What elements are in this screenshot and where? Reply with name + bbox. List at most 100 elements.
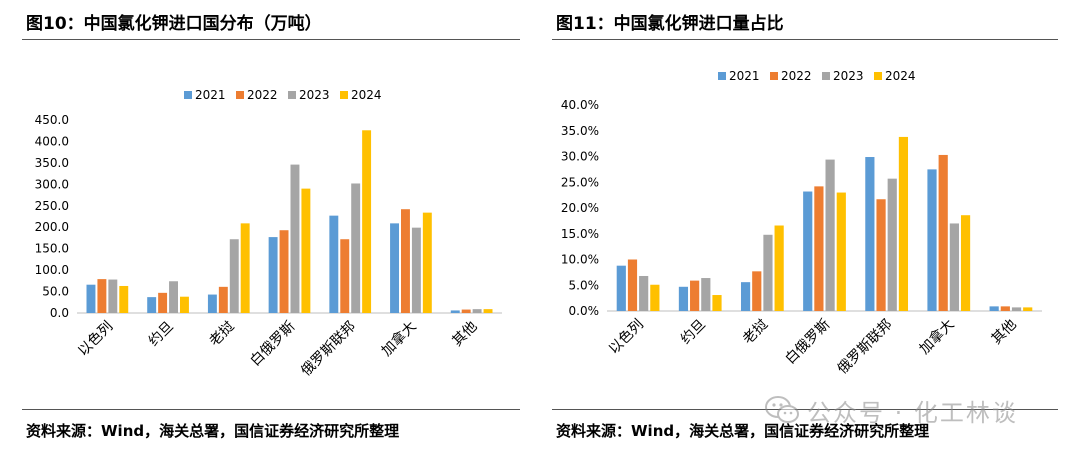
- legend-swatch: [718, 72, 726, 80]
- x-tick-label: 白俄罗斯: [247, 319, 298, 370]
- y-tick-label: 400.0: [35, 134, 69, 148]
- bar-2024: [960, 215, 971, 311]
- source-note: 资料来源：Wind，海关总署，国信证券经济研究所整理: [556, 422, 930, 440]
- title-rule: [22, 39, 520, 40]
- figure-10: 图10：中国氯化钾进口国分布（万吨） 0.0 50.0 100.0 150.0 200.…: [22, 0, 520, 453]
- legend-swatch: [340, 91, 348, 99]
- y-tick-label: 25.0%: [561, 175, 599, 189]
- bar-2024: [1023, 307, 1033, 311]
- legend-swatch: [236, 91, 244, 99]
- bar-2023: [825, 159, 835, 311]
- bar-2024: [362, 130, 372, 313]
- bar-2021: [865, 157, 875, 311]
- y-tick-label: 250.0: [35, 199, 69, 213]
- y-tick-label: 300.0: [35, 177, 69, 191]
- bar-2021: [927, 169, 937, 312]
- bar-2023: [701, 278, 711, 311]
- x-tick-label: 俄罗斯联邦: [298, 319, 359, 380]
- y-tick-label: 0.0: [50, 306, 69, 320]
- y-tick-label: 5.0%: [569, 278, 600, 292]
- bar-2023: [108, 279, 118, 313]
- source-rule: [22, 409, 520, 410]
- x-tick-label: 其他: [989, 317, 1020, 348]
- bar-2022: [158, 292, 168, 313]
- x-tick-label: 俄罗斯联邦: [835, 317, 896, 378]
- y-tick-label: 100.0: [35, 263, 69, 277]
- x-tick-label: 以色列: [605, 316, 647, 358]
- bar-2022: [690, 280, 700, 311]
- title-rule: [552, 39, 1058, 40]
- bar-2024: [119, 285, 129, 313]
- bar-2023: [472, 309, 482, 313]
- legend-label: 2022: [247, 88, 278, 102]
- bar-2024: [422, 212, 432, 313]
- bar-2022: [814, 186, 824, 311]
- bar-2024: [774, 225, 784, 311]
- y-tick-label: 50.0: [42, 285, 69, 299]
- bar-2021: [989, 306, 999, 311]
- bar-2021: [86, 284, 96, 313]
- bar-2022: [752, 271, 762, 311]
- bar-2021: [268, 237, 278, 313]
- bar-2023: [639, 275, 649, 311]
- chart-import-volume: 0.0 50.0 100.0 150.0 200.0 250.0 300.0 350.0 400…: [35, 88, 502, 380]
- bar-2023: [949, 223, 959, 311]
- legend-swatch: [184, 91, 192, 99]
- legend-label: 2023: [299, 88, 330, 102]
- bar-2021: [616, 265, 626, 311]
- chart-import-share: 0.0% 5.0% 10.0% 15.0% 20.0% 25.0% 30.0% 35.0% 40…: [561, 69, 1042, 378]
- legend-label: 2021: [729, 69, 760, 83]
- bar-2022: [218, 286, 228, 313]
- bar-2024: [898, 136, 909, 311]
- y-tick-label: 0.0%: [569, 304, 600, 318]
- legend-swatch: [770, 72, 778, 80]
- bar-2023: [411, 227, 421, 313]
- bar-2022: [340, 239, 350, 313]
- y-tick-label: 200.0: [35, 220, 69, 234]
- bar-2023: [351, 183, 361, 313]
- figure-11: 图11：中国氯化钾进口量占比 0.0% 5.0% 10.0% 15.0% 20.0% 25…: [552, 0, 1058, 453]
- figure-title: 图10：中国氯化钾进口国分布（万吨）: [26, 14, 322, 34]
- bar-2024: [301, 188, 311, 313]
- legend-swatch: [874, 72, 882, 80]
- y-tick-label: 20.0%: [561, 201, 599, 215]
- legend-label: 2024: [885, 69, 916, 83]
- legend-label: 2024: [351, 88, 382, 102]
- bar-2022: [876, 199, 886, 311]
- legend-swatch: [822, 72, 830, 80]
- bar-2022: [401, 209, 410, 313]
- y-tick-label: 15.0%: [561, 227, 599, 241]
- figure-title: 图11：中国氯化钾进口量占比: [556, 14, 784, 34]
- legend-swatch: [288, 91, 296, 99]
- x-tick-label: 加拿大: [916, 316, 958, 358]
- bar-2021: [207, 294, 217, 313]
- bar-2022: [279, 230, 289, 313]
- wechat-icon: [765, 396, 799, 423]
- x-tick-label: 以色列: [74, 318, 116, 360]
- bar-2024: [240, 223, 250, 313]
- x-tick-label: 老挝: [207, 319, 238, 350]
- x-tick-label: 加拿大: [378, 318, 420, 360]
- bar-2022: [461, 309, 471, 313]
- x-tick-label: 约旦: [146, 319, 177, 350]
- bar-2022: [627, 259, 638, 311]
- watermark: 公众号 · 化工林谈: [765, 393, 1050, 427]
- bar-2021: [803, 191, 813, 311]
- x-tick-label: 老挝: [740, 317, 771, 348]
- bar-2023: [290, 164, 300, 313]
- x-tick-label: 约旦: [678, 317, 709, 348]
- bar-2021: [147, 297, 157, 313]
- watermark-text: 公众号 · 化工林谈: [807, 398, 1018, 427]
- legend-label: 2021: [195, 88, 226, 102]
- bar-2024: [483, 309, 493, 313]
- y-tick-label: 40.0%: [561, 98, 599, 112]
- legend-label: 2022: [781, 69, 812, 83]
- bar-2022: [1000, 306, 1010, 311]
- bar-2023: [887, 178, 897, 311]
- source-rule: [552, 409, 1058, 410]
- bar-2024: [836, 192, 846, 311]
- bar-2023: [229, 239, 239, 313]
- bar-2021: [450, 310, 460, 313]
- y-tick-label: 150.0: [35, 242, 69, 256]
- bar-2022: [938, 154, 948, 311]
